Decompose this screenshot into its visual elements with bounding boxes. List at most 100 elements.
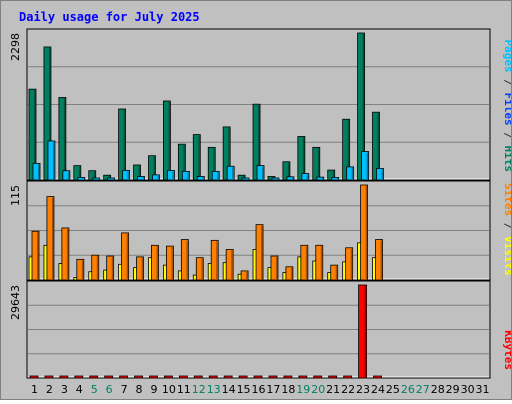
panel-legend: KBytes: [502, 330, 511, 370]
x-tick-30: 30: [461, 383, 475, 396]
bar-pages-day-1: [32, 162, 41, 181]
bar-shade: [171, 247, 173, 280]
bar-shade: [350, 248, 353, 280]
bar-shade: [246, 271, 248, 280]
bar-sites-day-2: [46, 196, 55, 281]
bar-shade: [111, 257, 114, 280]
bar-pages-day-4: [77, 177, 86, 181]
bar-sites-day-15: [240, 270, 249, 281]
bar-shade: [81, 260, 84, 280]
bar-sites-day-13: [210, 239, 219, 281]
bar-shade: [78, 166, 81, 180]
x-tick-18: 18: [281, 383, 295, 396]
bar-kbytes-day-24: [373, 375, 382, 379]
bar-kbytes-day-9: [149, 375, 158, 379]
bar-shade: [320, 246, 323, 280]
bar-shade: [126, 233, 129, 280]
bar-shade: [289, 377, 292, 378]
bar-pages-day-11: [181, 170, 190, 181]
bar-shade: [381, 169, 384, 180]
bar-shade: [95, 377, 98, 378]
bar-sites-day-23: [360, 184, 368, 281]
x-tick-22: 22: [341, 383, 355, 396]
bar-shade: [185, 377, 187, 378]
bar-shade: [34, 90, 36, 180]
series-kbytes: [29, 284, 382, 379]
bar-kbytes-day-21: [328, 375, 338, 379]
x-axis: 1 2 3 4 5 6 7 8 9 10 11 12 13 14 15 16 17 18 19 20 21 22 23 24 2…: [31, 383, 490, 396]
bar-sites-day-1: [31, 230, 40, 281]
bar-shade: [213, 148, 215, 180]
series-sites: [31, 184, 383, 281]
bar-shade: [125, 377, 128, 378]
x-tick-17: 17: [266, 383, 280, 396]
bar-kbytes-day-11: [178, 375, 188, 379]
bar-shade: [336, 178, 339, 180]
bar-shade: [170, 377, 172, 378]
bar-hits-day-5: [88, 170, 97, 181]
bar-shade: [275, 257, 278, 280]
bar-shade: [96, 256, 99, 280]
bar-kbytes-day-20: [313, 375, 323, 379]
bar-shade: [202, 177, 204, 180]
bar-shade: [230, 377, 232, 378]
bar-hits-day-8: [133, 164, 141, 181]
bar-shade: [302, 137, 305, 180]
bar-shade: [332, 171, 335, 180]
legend-entry: /: [502, 73, 511, 93]
bar-shade: [200, 377, 202, 378]
bar-sites-day-10: [166, 245, 174, 281]
x-tick-10: 10: [162, 383, 176, 396]
bar-shade: [65, 377, 68, 378]
bar-shade: [67, 171, 70, 180]
bar-hits-day-13: [207, 146, 216, 181]
bar-sites-day-24: [375, 239, 383, 281]
bar-pages-day-7: [122, 170, 131, 181]
bar-hits-day-16: [252, 103, 261, 181]
bar-sites-day-21: [330, 264, 339, 281]
x-tick-28: 28: [431, 383, 445, 396]
bar-shade: [364, 286, 367, 378]
bar-sites-day-12: [195, 257, 204, 281]
bar-pages-day-12: [196, 176, 205, 181]
bar-shade: [245, 377, 247, 378]
bar-pages-day-17: [271, 177, 280, 181]
legend-entry: Visits: [502, 236, 511, 276]
bar-hits-day-20: [312, 146, 321, 181]
bar-kbytes-day-1: [29, 375, 39, 379]
bar-shade: [215, 377, 217, 378]
bar-shade: [52, 141, 55, 180]
bar-shade: [82, 178, 85, 180]
bar-kbytes-day-4: [74, 375, 84, 379]
bar-shade: [172, 171, 174, 180]
x-tick-6: 6: [106, 383, 113, 396]
bar-kbytes-day-16: [253, 375, 263, 379]
bar-sites-day-9: [151, 244, 159, 281]
bar-kbytes-day-12: [193, 375, 203, 379]
bar-sites-day-11: [180, 239, 189, 281]
bar-shade: [50, 377, 53, 378]
max-value-label: 2298: [9, 33, 22, 61]
x-tick-5: 5: [91, 383, 98, 396]
bar-pages-day-14: [226, 165, 235, 181]
bar-shade: [36, 377, 38, 378]
bar-shade: [321, 178, 324, 180]
bar-hits-day-11: [177, 143, 186, 181]
bar-shade: [260, 377, 262, 378]
bar-shade: [261, 225, 263, 280]
bar-sites-day-18: [285, 266, 294, 281]
bar-pages-day-16: [256, 165, 265, 181]
x-tick-23: 23: [356, 383, 370, 396]
bar-kbytes-day-18: [283, 375, 293, 379]
bar-pages-day-24: [376, 168, 384, 181]
bar-shade: [155, 377, 157, 378]
bar-shade: [317, 148, 320, 180]
bar-hits-day-9: [148, 155, 156, 181]
panel-legend: Pages / Files / Hits: [502, 40, 511, 173]
bar-shade: [156, 246, 158, 280]
bar-shade: [198, 135, 200, 180]
bar-shade: [93, 171, 96, 180]
bar-sites-day-3: [61, 227, 70, 281]
bar-kbytes-day-8: [134, 375, 143, 379]
